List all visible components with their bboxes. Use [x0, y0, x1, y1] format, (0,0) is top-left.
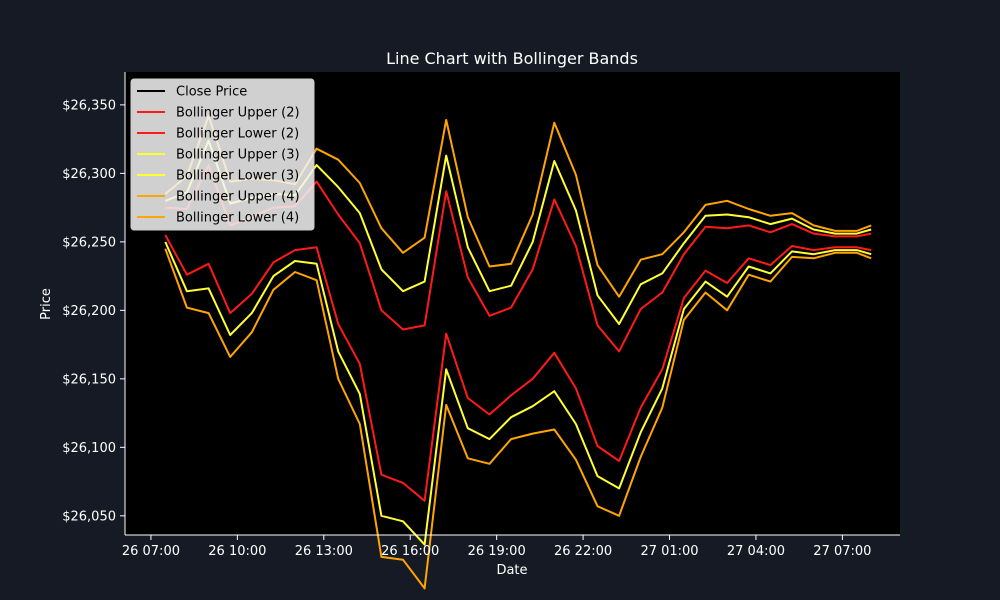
x-tick-label: 27 01:00: [640, 544, 698, 559]
legend-box: [130, 78, 315, 231]
y-tick-label: $26,250: [62, 235, 116, 250]
x-tick-label: 27 07:00: [813, 544, 871, 559]
y-tick-label: $26,350: [62, 98, 116, 113]
x-tick-label: 26 16:00: [381, 544, 439, 559]
legend: Close Price Bollinger Upper (2) Bollinger …: [130, 78, 315, 231]
y-tick-label: $26,200: [62, 304, 116, 319]
legend-label: Bollinger Lower (3): [176, 169, 299, 184]
x-tick-label: 26 22:00: [554, 544, 612, 559]
y-tick-label: $26,300: [62, 167, 116, 182]
x-tick-label: 26 07:00: [122, 544, 180, 559]
y-tick-label: $26,100: [62, 441, 116, 456]
x-tick-label: 26 10:00: [208, 544, 266, 559]
legend-label: Bollinger Upper (3): [176, 148, 300, 163]
x-axis-label: Date: [496, 563, 527, 578]
y-tick-label: $26,150: [62, 372, 116, 387]
legend-label: Bollinger Lower (2): [176, 127, 299, 142]
y-axis-label: Price: [39, 288, 54, 320]
x-tick-label: 26 19:00: [468, 544, 526, 559]
x-axis: 26 07:00 26 10:00 26 13:00 26 16:00 26 19:00…: [122, 534, 900, 559]
series-bollinger-lower-2: [164, 234, 872, 502]
legend-label: Bollinger Upper (2): [176, 106, 300, 121]
chart-title: Line Chart with Bollinger Bands: [386, 49, 638, 68]
legend-label: Close Price: [176, 85, 247, 100]
legend-label: Bollinger Upper (4): [176, 190, 300, 205]
y-tick-label: $26,050: [62, 509, 116, 524]
x-tick-label: 27 04:00: [727, 544, 785, 559]
y-axis: $26,050 $26,100 $26,150 $26,200 $26,250 $26,3…: [62, 72, 126, 535]
x-tick-label: 26 13:00: [295, 544, 353, 559]
series-bollinger-lower-3: [164, 241, 872, 546]
legend-label: Bollinger Lower (4): [176, 211, 299, 226]
series-bollinger-lower-4: [164, 248, 872, 590]
series-close-price: [164, 213, 872, 415]
